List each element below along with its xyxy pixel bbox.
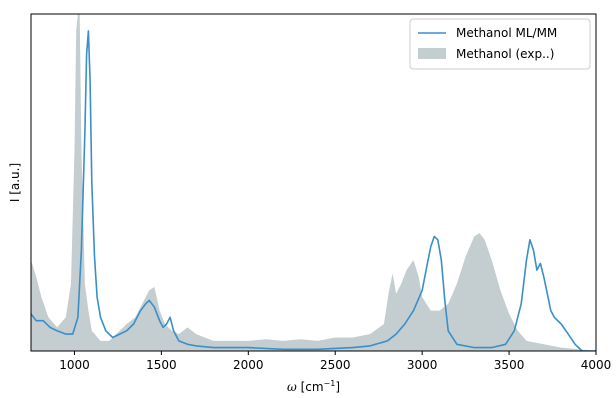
x-tick-label: 4000 xyxy=(581,358,612,372)
x-tick-label: 3000 xyxy=(407,358,438,372)
x-tick-label: 1000 xyxy=(59,358,90,372)
legend-box xyxy=(409,18,591,70)
x-tick-label: 2000 xyxy=(233,358,264,372)
plot-area xyxy=(31,14,596,351)
legend-label-exp: Methanol (exp..) xyxy=(456,47,554,61)
x-axis-label-close: ] xyxy=(335,380,340,394)
x-axis-label-unit: [cm xyxy=(297,380,324,394)
x-tick-label: 2500 xyxy=(320,358,351,372)
x-tick-label: 3500 xyxy=(494,358,525,372)
x-axis-label-exponent: −1 xyxy=(324,379,336,388)
legend-swatch-exp xyxy=(418,48,446,59)
axes-frame xyxy=(30,13,597,352)
x-tick-label: 1500 xyxy=(146,358,177,372)
y-axis-label: I [a.u.] xyxy=(8,163,22,202)
legend: Methanol ML/MM Methanol (exp..) xyxy=(409,18,591,70)
x-axis-label: ω [cm−1] xyxy=(287,379,340,394)
x-axis-ticks: 1000 1500 2000 2500 3000 3500 4000 xyxy=(59,351,611,372)
series-area-exp xyxy=(31,14,596,351)
x-axis-label-symbol: ω xyxy=(287,380,297,394)
legend-label-ml-mm: Methanol ML/MM xyxy=(456,26,557,40)
series-line-ml-mm xyxy=(31,30,596,351)
